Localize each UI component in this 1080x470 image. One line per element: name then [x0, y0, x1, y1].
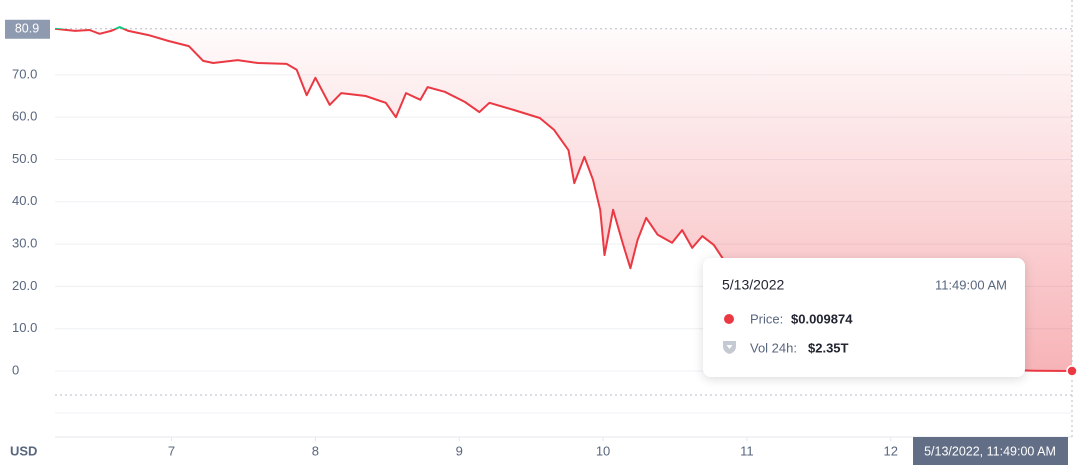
tooltip-volume-label: Vol 24h: — [750, 340, 797, 355]
tooltip-box — [703, 258, 1025, 377]
crosshair-label-box — [913, 437, 1068, 465]
tooltip-price-label: Price: — [750, 311, 783, 326]
y-tick-label: 10.0 — [12, 320, 37, 335]
last-point — [1066, 365, 1078, 377]
x-tick-label: 10 — [596, 443, 610, 458]
y-tick-label: 40.0 — [12, 193, 37, 208]
crosshair-label: 5/13/2022, 11:49:00 AM — [924, 444, 1056, 458]
x-tick-label: 8 — [312, 443, 319, 458]
tooltip — [703, 258, 1025, 377]
x-tick-label: 7 — [168, 443, 175, 458]
x-tick-label: 9 — [456, 443, 463, 458]
y-tick-label: 30.0 — [12, 236, 37, 251]
x-tick-label: 12 — [884, 443, 898, 458]
tooltip-price-dot — [724, 314, 734, 324]
baseline-label-box — [5, 19, 50, 39]
baseline-label: 80.9 — [15, 22, 39, 36]
axis-unit: USD — [10, 443, 37, 458]
y-tick-label: 20.0 — [12, 278, 37, 293]
x-tick-label: 11 — [740, 443, 754, 458]
tooltip-date: 5/13/2022 — [722, 277, 784, 293]
y-tick-label: 60.0 — [12, 109, 37, 124]
y-tick-label: 0 — [12, 362, 19, 377]
tooltip-price: $0.009874 — [791, 311, 853, 326]
tooltip-volume: $2.35T — [808, 340, 849, 355]
tooltip-volume-icon-inner — [726, 345, 733, 349]
tooltip-time: 11:49:00 AM — [935, 277, 1007, 292]
y-tick-label: 70.0 — [12, 66, 37, 81]
y-tick-label: 50.0 — [12, 151, 37, 166]
price-line — [54, 26, 1073, 372]
